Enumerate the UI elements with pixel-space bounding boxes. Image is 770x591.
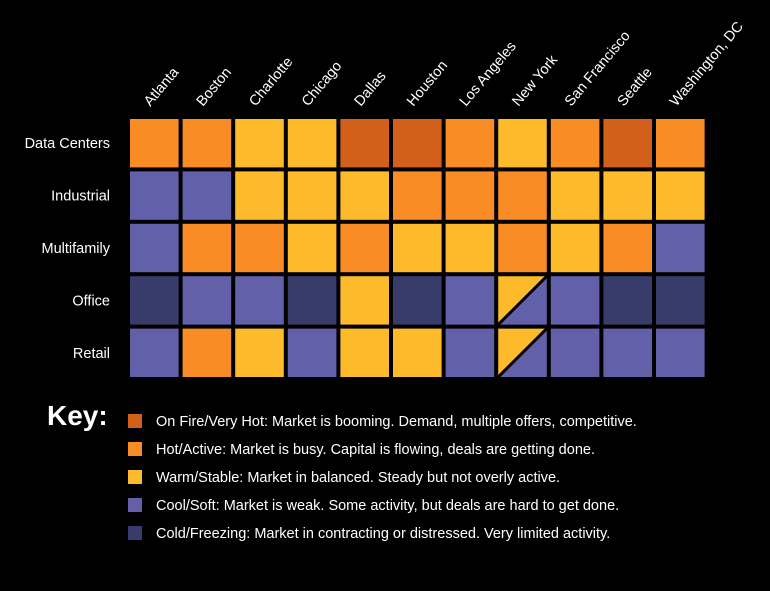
cell-data-centers-new-york bbox=[498, 119, 547, 168]
cell-data-centers-charlotte bbox=[235, 119, 284, 168]
column-label-chicago: Chicago bbox=[299, 59, 345, 110]
column-label-houston: Houston bbox=[404, 58, 451, 110]
heatmap-cells bbox=[128, 117, 707, 379]
column-label-washington-dc: Washington, DC bbox=[667, 19, 747, 110]
cell-office-atlanta bbox=[130, 276, 179, 325]
cell-data-centers-san-francisco bbox=[550, 119, 600, 168]
cell-multifamily-atlanta bbox=[130, 223, 179, 273]
column-label-charlotte: Charlotte bbox=[246, 54, 296, 109]
cell-multifamily-dallas bbox=[340, 223, 389, 273]
cell-office-new-york-divider bbox=[497, 275, 548, 326]
row-labels: Data Centers Industrial Multifamily Office R… bbox=[25, 136, 111, 362]
cell-office-chicago bbox=[287, 276, 337, 325]
row-label-office: Office bbox=[72, 293, 110, 309]
row-label-multifamily: Multifamily bbox=[42, 241, 111, 257]
cell-industrial-san-francisco bbox=[550, 171, 600, 220]
cell-retail-washington-dc bbox=[656, 328, 705, 377]
cell-data-centers-washington-dc bbox=[656, 119, 705, 168]
cell-industrial-atlanta bbox=[130, 171, 179, 220]
legend-label-hot: Hot/Active: Market is busy. Capital is f… bbox=[156, 442, 595, 458]
cell-industrial-los-angeles bbox=[445, 171, 495, 220]
cell-data-centers-atlanta bbox=[130, 119, 179, 168]
cell-industrial-charlotte bbox=[235, 171, 284, 220]
cell-industrial-washington-dc bbox=[656, 171, 705, 220]
cell-office-new-york bbox=[497, 275, 548, 326]
cell-retail-chicago bbox=[287, 328, 337, 377]
legend-swatch-hot bbox=[128, 442, 142, 456]
cell-industrial-dallas bbox=[340, 171, 389, 220]
cell-retail-houston bbox=[393, 328, 442, 377]
cell-industrial-seattle bbox=[603, 171, 652, 220]
cell-multifamily-boston bbox=[182, 223, 232, 273]
cell-retail-dallas bbox=[340, 328, 389, 377]
cell-data-centers-chicago bbox=[287, 119, 337, 168]
row-label-data-centers: Data Centers bbox=[25, 136, 110, 152]
cell-retail-los-angeles bbox=[445, 328, 495, 377]
cell-industrial-chicago bbox=[287, 171, 337, 220]
legend-label-warm: Warm/Stable: Market in balanced. Steady … bbox=[156, 470, 560, 486]
cell-data-centers-seattle bbox=[603, 119, 652, 168]
key-legend: Key: On Fire/Very Hot: Market is booming… bbox=[47, 400, 637, 542]
cell-retail-new-york bbox=[497, 327, 548, 379]
cell-office-houston bbox=[393, 276, 442, 325]
legend-label-cool: Cool/Soft: Market is weak. Some activity… bbox=[156, 498, 619, 514]
legend-swatch-cold bbox=[128, 526, 142, 540]
cell-office-washington-dc bbox=[656, 276, 705, 325]
legend-swatch-cool bbox=[128, 498, 142, 512]
column-label-boston: Boston bbox=[194, 65, 235, 110]
cell-multifamily-houston bbox=[393, 223, 442, 273]
legend-swatch-on-fire bbox=[128, 414, 142, 428]
column-labels: Atlanta Boston Charlotte Chicago Dallas Houst… bbox=[141, 19, 747, 110]
cell-multifamily-san-francisco bbox=[550, 223, 600, 273]
cell-retail-new-york-divider bbox=[497, 327, 548, 379]
cell-office-san-francisco bbox=[550, 276, 600, 325]
cell-industrial-boston bbox=[182, 171, 232, 220]
cell-retail-charlotte bbox=[235, 328, 284, 377]
cell-data-centers-boston bbox=[182, 119, 232, 168]
legend-swatch-warm bbox=[128, 470, 142, 484]
row-label-industrial: Industrial bbox=[51, 189, 110, 205]
row-label-retail: Retail bbox=[73, 346, 110, 362]
column-label-dallas: Dallas bbox=[352, 68, 390, 109]
legend-label-cold: Cold/Freezing: Market in contracting or … bbox=[156, 526, 610, 542]
cell-office-dallas bbox=[340, 276, 389, 325]
cell-office-boston bbox=[182, 276, 232, 325]
column-label-seattle: Seattle bbox=[615, 65, 656, 110]
cell-office-seattle bbox=[603, 276, 652, 325]
cell-multifamily-washington-dc bbox=[656, 223, 705, 273]
legend-items: On Fire/Very Hot: Market is booming. Dem… bbox=[128, 414, 637, 542]
key-title: Key: bbox=[47, 400, 108, 431]
legend-label-on-fire: On Fire/Very Hot: Market is booming. Dem… bbox=[156, 414, 637, 430]
cell-data-centers-dallas bbox=[340, 119, 389, 168]
cell-data-centers-los-angeles bbox=[445, 119, 495, 168]
cell-retail-boston bbox=[182, 328, 232, 377]
column-label-atlanta: Atlanta bbox=[141, 64, 183, 110]
cell-multifamily-los-angeles bbox=[445, 223, 495, 273]
cell-industrial-new-york bbox=[498, 171, 547, 220]
cell-retail-seattle bbox=[603, 328, 652, 377]
cell-data-centers-houston bbox=[393, 119, 442, 168]
cell-multifamily-seattle bbox=[603, 223, 652, 273]
cell-office-los-angeles bbox=[445, 276, 495, 325]
cell-office-charlotte bbox=[235, 276, 284, 325]
cell-industrial-houston bbox=[393, 171, 442, 220]
column-label-new-york: New York bbox=[509, 52, 561, 110]
cell-multifamily-new-york bbox=[498, 223, 547, 273]
cell-multifamily-charlotte bbox=[235, 223, 284, 273]
cell-retail-san-francisco bbox=[550, 328, 600, 377]
cell-retail-atlanta bbox=[130, 328, 179, 377]
cell-multifamily-chicago bbox=[287, 223, 337, 273]
